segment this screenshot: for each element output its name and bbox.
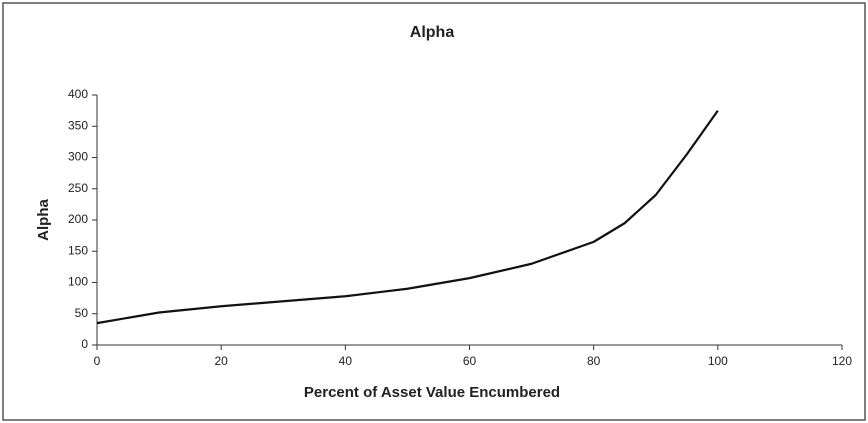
x-tick-label: 20	[214, 354, 228, 368]
y-tick-label: 150	[68, 243, 88, 257]
y-tick-label: 350	[68, 118, 88, 132]
y-tick-label: 50	[75, 306, 89, 320]
y-axis-label: Alpha	[35, 199, 52, 241]
y-tick-label: 0	[81, 337, 88, 351]
y-tick-label: 400	[68, 87, 88, 101]
x-tick-label: 100	[708, 354, 728, 368]
y-tick-label: 100	[68, 275, 88, 289]
x-axis-label: Percent of Asset Value Encumbered	[304, 384, 560, 401]
y-tick-label: 250	[68, 181, 88, 195]
line-series	[96, 109, 719, 325]
y-tick-label: 200	[68, 212, 88, 226]
x-tick-label: 0	[94, 354, 101, 368]
chart-title: Alpha	[410, 24, 455, 41]
y-tick-label: 300	[68, 150, 88, 164]
x-tick-label: 80	[587, 354, 601, 368]
x-tick-label: 60	[463, 354, 477, 368]
x-tick-label: 40	[339, 354, 353, 368]
x-tick-label: 120	[832, 354, 852, 368]
